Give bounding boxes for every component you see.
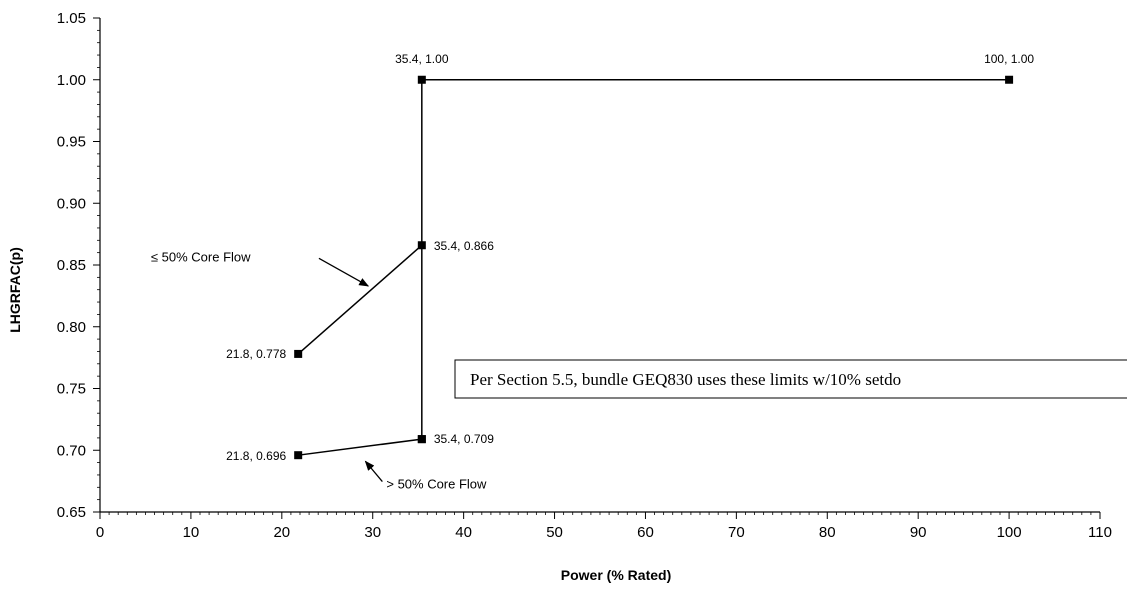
y-axis-title: LHGRFAC(p) bbox=[7, 247, 23, 333]
x-tick-label: 40 bbox=[455, 524, 472, 541]
note-box bbox=[454, 359, 1127, 399]
annotation-low-flow: ≤ 50% Core Flow bbox=[151, 249, 251, 264]
data-point bbox=[417, 75, 426, 84]
data-point bbox=[294, 451, 303, 460]
note-text: Per Section 5.5, bundle GEQ830 uses thes… bbox=[470, 370, 901, 389]
note-box-group: Per Section 5.5, bundle GEQ830 uses thes… bbox=[454, 359, 1127, 399]
x-tick-label: 0 bbox=[96, 524, 104, 541]
x-tick-label: 60 bbox=[637, 524, 654, 541]
x-tick-label: 50 bbox=[546, 524, 563, 541]
data-label: 35.4, 1.00 bbox=[395, 52, 449, 66]
ticks: 0 10 20 30 40 50 60 70 80 90 100 110 0.65 0.70 0.75 0.8… bbox=[57, 10, 1112, 541]
y-tick-label: 0.80 bbox=[57, 319, 86, 336]
annotation-low-flow-arrow bbox=[318, 257, 370, 287]
x-tick-label: 100 bbox=[997, 524, 1022, 541]
y-tick-label: 0.75 bbox=[57, 381, 86, 398]
x-tick-label: 80 bbox=[819, 524, 836, 541]
x-tick-label: 70 bbox=[728, 524, 745, 541]
series-lines bbox=[297, 79, 1010, 456]
data-point bbox=[1005, 75, 1014, 84]
series-line-1 bbox=[298, 438, 422, 456]
x-tick-label: 90 bbox=[910, 524, 927, 541]
y-tick-label: 0.65 bbox=[57, 504, 86, 521]
y-tick-label: 0.90 bbox=[57, 195, 86, 212]
data-label: 21.8, 0.696 bbox=[226, 449, 286, 463]
series-line-0 bbox=[297, 244, 423, 355]
data-points: 21.8, 0.778 35.4, 0.866 21.8, 0.696 35.4, 0… bbox=[226, 52, 1034, 463]
x-axis-title: Power (% Rated) bbox=[561, 567, 671, 583]
x-tick-label: 20 bbox=[273, 524, 290, 541]
y-tick-label: 1.05 bbox=[57, 10, 86, 27]
y-tick-label: 1.00 bbox=[57, 72, 86, 89]
annotation-high-flow-arrow bbox=[364, 460, 383, 483]
x-tick-label: 110 bbox=[1088, 524, 1112, 541]
annotations: ≤ 50% Core Flow > 50% Core Flow bbox=[151, 249, 487, 491]
data-label: 35.4, 0.866 bbox=[434, 239, 494, 253]
annotation-high-flow: > 50% Core Flow bbox=[386, 477, 487, 492]
y-tick-label: 0.85 bbox=[57, 257, 86, 274]
data-label: 21.8, 0.778 bbox=[226, 347, 286, 361]
x-tick-label: 30 bbox=[364, 524, 381, 541]
y-tick-label: 0.70 bbox=[57, 442, 86, 459]
axes bbox=[99, 18, 1100, 513]
data-point bbox=[294, 349, 303, 358]
data-point bbox=[417, 241, 426, 250]
x-tick-label: 10 bbox=[183, 524, 200, 541]
data-label: 35.4, 0.709 bbox=[434, 432, 494, 446]
data-label: 100, 1.00 bbox=[984, 52, 1034, 66]
data-point bbox=[417, 435, 426, 444]
y-tick-label: 0.95 bbox=[57, 134, 86, 151]
